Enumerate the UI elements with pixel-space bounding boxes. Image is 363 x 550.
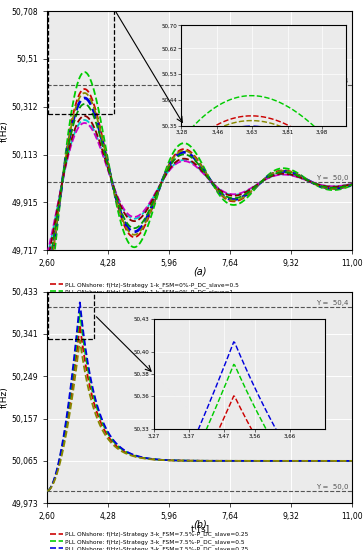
Text: (b): (b) [193, 520, 207, 530]
Y-axis label: f(Hz): f(Hz) [0, 120, 9, 141]
Text: Y =  50,4: Y = 50,4 [316, 300, 348, 306]
Text: Y =  50,0: Y = 50,0 [316, 175, 348, 181]
Text: Y =  50,4: Y = 50,4 [316, 78, 348, 84]
Text: Y =  50,0: Y = 50,0 [316, 484, 348, 490]
Bar [48, 290, 94, 339]
X-axis label: t [s]: t [s] [191, 524, 209, 533]
Legend: PLL ONshore: f(Hz)-Strategy 1-k_FSM=0%-P_DC_slave=0.5, PLL ONshore: f(Hz)-Strate: PLL ONshore: f(Hz)-Strategy 1-k_FSM=0%-P… [50, 282, 243, 338]
Bar [48, 9, 114, 114]
Y-axis label: f(Hz): f(Hz) [0, 387, 9, 408]
Text: (a): (a) [193, 267, 207, 277]
Legend: PLL ONshore: f(Hz)-Strategy 3-k_FSM=7.5%-P_DC_slave=0.25, PLL ONshore: f(Hz)-Str: PLL ONshore: f(Hz)-Strategy 3-k_FSM=7.5%… [50, 532, 249, 550]
